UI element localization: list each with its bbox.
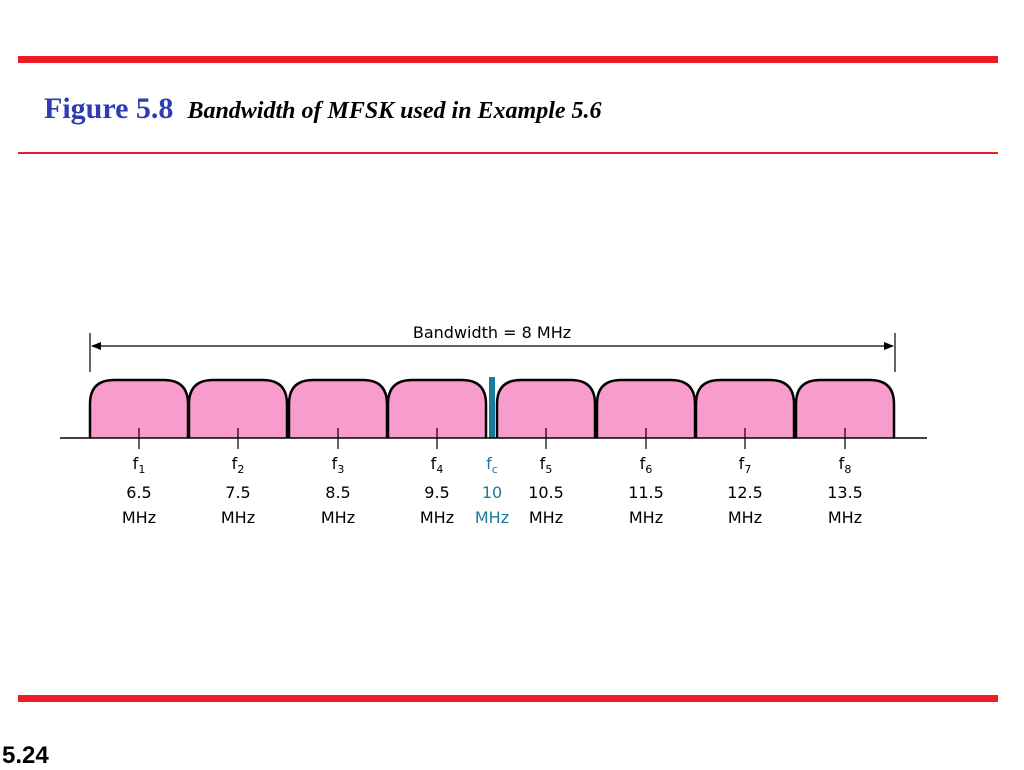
label-f7: f7 (739, 454, 752, 476)
bandwidth-label: Bandwidth = 8 MHz (413, 323, 571, 342)
arrow-left-head (91, 342, 101, 350)
slide-title: Figure 5.8 Bandwidth of MFSK used in Exa… (44, 92, 602, 126)
title-underline (18, 152, 998, 154)
label-f6: f6 (640, 454, 653, 476)
value-f8: 13.5 (827, 483, 863, 502)
unit-f1: MHz (122, 508, 156, 527)
band-f3 (287, 378, 389, 438)
label-f2: f2 (232, 454, 245, 476)
value-f7: 12.5 (727, 483, 763, 502)
value-f3: 8.5 (325, 483, 350, 502)
figure-caption: Bandwidth of MFSK used in Example 5.6 (187, 98, 602, 124)
band-f7 (694, 378, 796, 438)
band-f6 (595, 378, 697, 438)
label-f1: f1 (133, 454, 146, 476)
top-rule (18, 56, 998, 63)
carrier-marker (489, 377, 495, 438)
slide-number: 5.24 (2, 742, 49, 769)
bandwidth-arrow (89, 333, 896, 372)
unit-f6: MHz (629, 508, 663, 527)
band-f1 (88, 378, 190, 438)
frequency-labels: f1 6.5 MHz f2 7.5 MHz f3 8.5 MHz f4 9.5 MHz f5 10.5 MH… (122, 428, 863, 527)
unit-fc: MHz (475, 508, 509, 527)
value-fc: 10 (482, 483, 502, 502)
unit-f7: MHz (728, 508, 762, 527)
unit-f4: MHz (420, 508, 454, 527)
unit-f8: MHz (828, 508, 862, 527)
value-f5: 10.5 (528, 483, 564, 502)
unit-f2: MHz (221, 508, 255, 527)
arrow-right-head (884, 342, 894, 350)
label-f4: f4 (431, 454, 444, 476)
bottom-rule (18, 695, 998, 702)
band-f5 (495, 378, 597, 438)
frequency-bands (88, 377, 896, 438)
label-fc: fc (486, 454, 498, 476)
label-f3: f3 (332, 454, 345, 476)
value-f2: 7.5 (225, 483, 250, 502)
unit-f3: MHz (321, 508, 355, 527)
value-f4: 9.5 (424, 483, 449, 502)
label-f8: f8 (839, 454, 852, 476)
figure-label: Figure 5.8 (44, 92, 174, 125)
band-f2 (187, 378, 289, 438)
band-f8 (794, 378, 896, 438)
unit-f5: MHz (529, 508, 563, 527)
band-f4 (386, 378, 488, 438)
label-f5: f5 (540, 454, 553, 476)
value-f1: 6.5 (126, 483, 151, 502)
value-f6: 11.5 (628, 483, 664, 502)
